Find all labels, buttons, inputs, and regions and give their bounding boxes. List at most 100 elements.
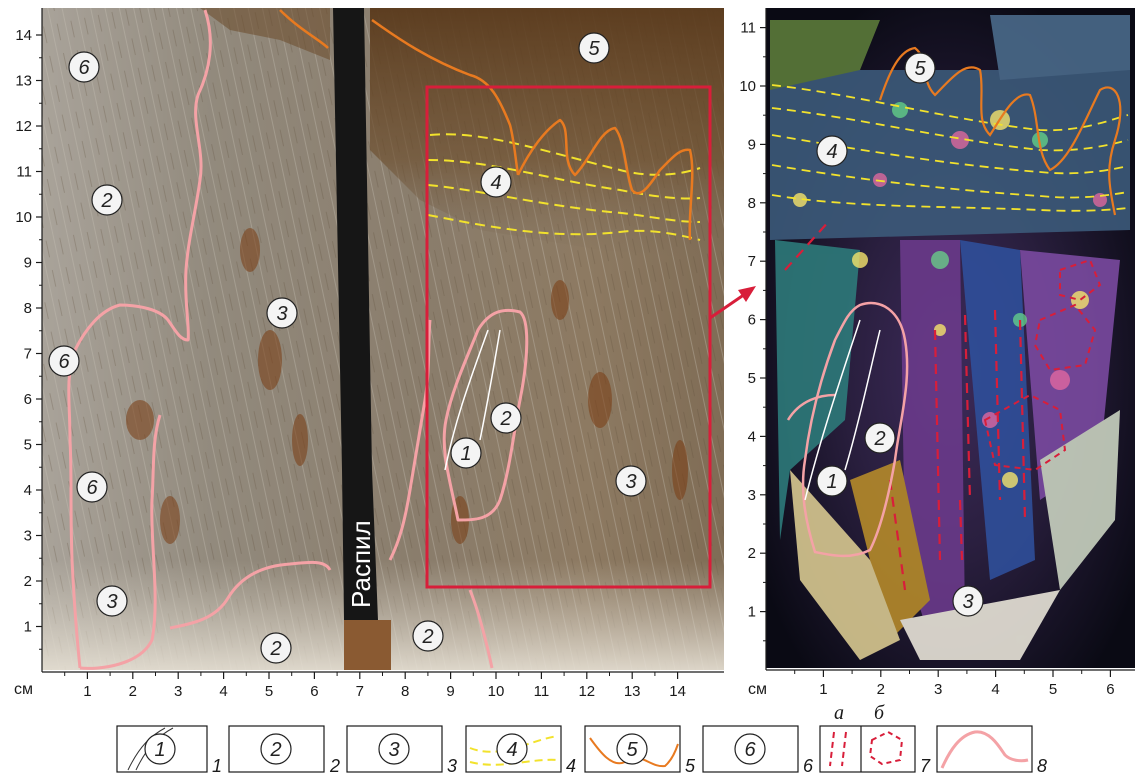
zone-badge: 5 (904, 52, 936, 84)
right-y-tick-label: 8 (748, 195, 756, 212)
legend-symbol: 2 (269, 739, 281, 761)
left-x-tick-label: 5 (265, 683, 273, 700)
zone-badge: 5 (578, 32, 610, 64)
right-zone1-lines (804, 319, 881, 501)
left-x-tick-label: 8 (401, 683, 409, 700)
left-x-tick-label: 9 (446, 683, 454, 700)
svg-text:3: 3 (276, 303, 287, 325)
zone-badge: 1 (450, 437, 482, 469)
zone-badge: 1 (816, 465, 848, 497)
right-x-tick-label: 2 (877, 681, 885, 698)
legend: 1 1 2 2 3 3 4 4 (116, 702, 1047, 776)
left-y-tick-label: 6 (24, 391, 32, 408)
zone-badge: 2 (260, 632, 292, 664)
right-zone-badges: 5 4 2 1 3 (816, 52, 984, 617)
right-y-tick-label: 5 (748, 370, 756, 387)
legend-item-4: 4 4 (465, 725, 576, 776)
legend-item-2: 2 2 (228, 725, 340, 776)
legend-number: 5 (685, 756, 696, 776)
boundary-center-bottom (468, 589, 494, 669)
left-y-tick-label: 8 (24, 300, 32, 317)
left-x-tick-label: 4 (219, 683, 227, 700)
zone-badge: 2 (412, 620, 444, 652)
zone-badge: 2 (91, 184, 123, 216)
right-y-tick-label: 10 (739, 78, 756, 95)
legend-item-3: 3 3 (346, 725, 457, 776)
left-x-tick-label: 7 (356, 683, 364, 700)
left-x-tick-label: 12 (578, 683, 595, 700)
right-x-tick-label: 1 (819, 681, 827, 698)
right-y-tick-label: 4 (748, 428, 756, 445)
zone-badge: 6 (76, 471, 108, 503)
right-y-tick-label: 7 (748, 253, 756, 270)
saw-cut-base (344, 620, 391, 670)
right-polarized-panel (766, 8, 1135, 668)
left-y-tick-label: 12 (15, 118, 32, 135)
boundary-zone12 (442, 308, 529, 522)
legend-number: 7 (920, 756, 931, 776)
svg-text:2: 2 (421, 626, 433, 648)
legend-sub-b: б (874, 702, 885, 724)
legend-item-7: а б 7 (819, 702, 931, 776)
cut-label: Распил (346, 520, 376, 608)
right-x-tick-label: 6 (1106, 681, 1114, 698)
svg-text:1: 1 (826, 471, 837, 493)
svg-text:5: 5 (914, 58, 926, 80)
svg-text:6: 6 (78, 57, 90, 79)
orange-boundary (279, 9, 694, 241)
legend-item-6: 6 6 (702, 725, 814, 776)
left-x-tick-label: 3 (174, 683, 182, 700)
yellow-dash-bands (427, 133, 701, 241)
left-y-tick-label: 14 (15, 27, 32, 44)
svg-text:2: 2 (499, 408, 511, 430)
legend-symbol: 6 (744, 739, 756, 761)
left-y-tick-label: 11 (16, 164, 32, 181)
right-y-tick-label: 6 (748, 312, 756, 329)
left-x-ticks: 1 2 3 4 5 6 7 8 9 10 11 12 13 14 (64, 672, 686, 700)
svg-text:3: 3 (962, 591, 973, 613)
right-y-tick-label: 9 (748, 136, 756, 153)
right-y-tick-label: 11 (740, 20, 756, 37)
pink-boundaries (67, 9, 529, 670)
zone-badge: 2 (864, 422, 896, 454)
legend-number: 3 (447, 756, 457, 776)
right-x-ticks: 1 2 3 4 5 6 (794, 670, 1115, 698)
right-unit-label: см (748, 681, 767, 698)
left-y-tick-label: 1 (24, 619, 32, 636)
legend-item-8: 8 (936, 725, 1047, 776)
svg-text:3: 3 (106, 591, 117, 613)
rust-specks (126, 228, 688, 544)
left-y-tick-label: 4 (24, 482, 32, 499)
left-x-tick-label: 2 (129, 683, 137, 700)
right-x-tick-label: 4 (991, 681, 999, 698)
zone1-lines (444, 329, 501, 471)
left-x-tick-label: 10 (488, 683, 505, 700)
left-y-tick-label: 7 (24, 346, 32, 363)
svg-text:2: 2 (873, 428, 885, 450)
legend-symbol: 4 (506, 739, 517, 761)
right-y-tick-label: 2 (748, 545, 756, 562)
boundary-left-lens (79, 414, 162, 670)
svg-text:4: 4 (490, 172, 501, 194)
zone-badge: 3 (266, 297, 298, 329)
legend-number: 8 (1037, 756, 1047, 776)
left-zone-badges: 6 2 6 6 3 2 3 2 5 4 1 2 3 (48, 32, 647, 664)
legend-number: 1 (212, 756, 222, 776)
right-y-ticks: 1 2 3 4 5 6 7 8 9 10 11 (739, 20, 766, 642)
zone-badge: 3 (615, 465, 647, 497)
zone-badge: 3 (952, 585, 984, 617)
left-x-tick-label: 6 (310, 683, 318, 700)
left-x-tick-label: 13 (624, 683, 641, 700)
legend-item-1: 1 1 (116, 725, 222, 776)
crystal-mosaic (770, 15, 1130, 660)
svg-text:6: 6 (58, 351, 70, 373)
right-y-tick-label: 3 (748, 487, 756, 504)
left-y-tick-label: 13 (15, 73, 32, 90)
legend-number: 2 (329, 756, 340, 776)
left-x-tick-label: 14 (669, 683, 686, 700)
left-unit-label: см (14, 681, 33, 698)
svg-text:2: 2 (269, 638, 281, 660)
zone-badge: 6 (48, 345, 80, 377)
